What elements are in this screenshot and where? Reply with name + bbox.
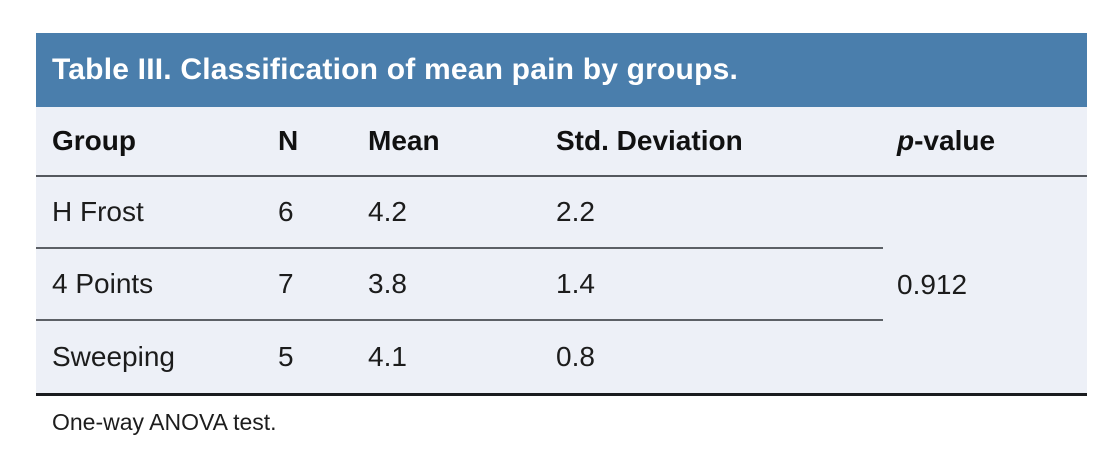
column-header-p-value: p -value	[883, 107, 1087, 175]
column-header-mean: Mean	[368, 125, 440, 156]
p-value-header-rest-part: -value	[914, 125, 996, 156]
cell-n: 5	[278, 341, 294, 372]
cell-std-deviation: 0.8	[556, 341, 595, 372]
cell-p-value-spanning: 0.912	[897, 269, 968, 300]
table-title-bar: Table III. Classification of mean pain b…	[36, 33, 1087, 107]
table-row-sweeping: Sweeping 5 4.1 0.8	[36, 321, 1087, 393]
cell-mean: 4.1	[368, 341, 407, 372]
table-footnote: One-way ANOVA test.	[52, 409, 277, 435]
column-header-n: N	[278, 125, 299, 156]
table-row-4-points: 4 Points 7 3.8 1.4	[36, 249, 1087, 321]
cell-group: Sweeping	[52, 341, 175, 372]
cell-std-deviation: 2.2	[540, 177, 883, 249]
cell-n: 6	[266, 177, 350, 249]
table-row-h-frost: H Frost 6 4.2 2.2	[36, 177, 1087, 249]
statistics-table: Table III. Classification of mean pain b…	[36, 33, 1087, 436]
cell-std-deviation: 1.4	[540, 249, 883, 321]
cell-n: 7	[266, 249, 350, 321]
column-header-group: Group	[52, 125, 136, 156]
table-body: Group N Mean Std. Deviation p -value H Fr…	[36, 107, 1087, 396]
cell-group: H Frost	[36, 177, 266, 249]
table-title: Table III. Classification of mean pain b…	[52, 53, 739, 86]
cell-mean: 3.8	[350, 249, 540, 321]
column-header-std-deviation: Std. Deviation	[556, 125, 743, 156]
table-header-row: Group N Mean Std. Deviation p -value	[36, 107, 1087, 177]
cell-group: 4 Points	[36, 249, 266, 321]
p-value-header-italic-part: p	[897, 125, 915, 156]
cell-mean: 4.2	[350, 177, 540, 249]
